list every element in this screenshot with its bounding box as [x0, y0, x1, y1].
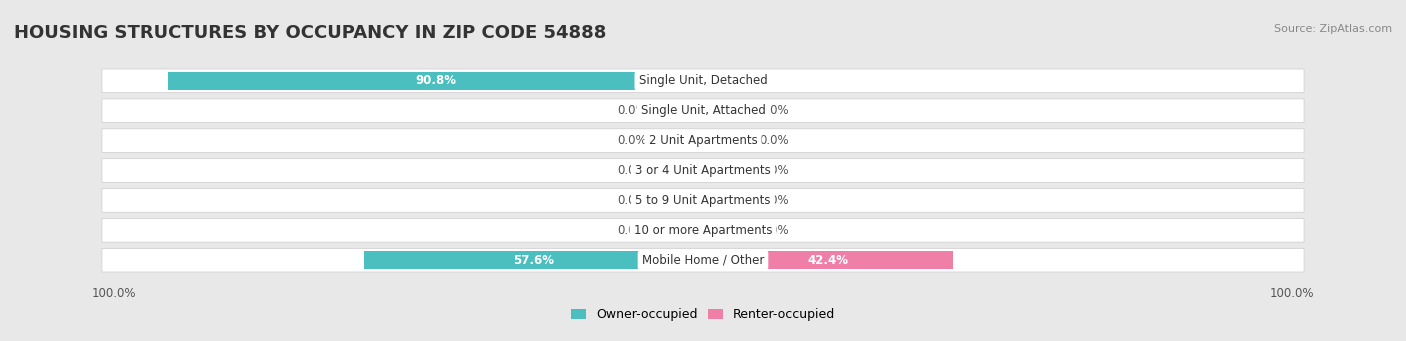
Text: 2 Unit Apartments: 2 Unit Apartments	[648, 134, 758, 147]
Text: Mobile Home / Other: Mobile Home / Other	[641, 254, 765, 267]
FancyBboxPatch shape	[103, 69, 1303, 93]
FancyBboxPatch shape	[103, 129, 1303, 152]
Text: 0.0%: 0.0%	[759, 104, 789, 117]
Text: 57.6%: 57.6%	[513, 254, 554, 267]
Legend: Owner-occupied, Renter-occupied: Owner-occupied, Renter-occupied	[571, 308, 835, 321]
Bar	[703, 191, 751, 210]
Bar	[703, 72, 758, 90]
Text: 9.2%: 9.2%	[714, 74, 747, 87]
Bar	[703, 131, 751, 150]
Text: 0.0%: 0.0%	[617, 134, 647, 147]
Text: Single Unit, Attached: Single Unit, Attached	[641, 104, 765, 117]
Bar	[655, 221, 703, 240]
Bar	[364, 251, 703, 269]
Text: 0.0%: 0.0%	[617, 194, 647, 207]
Text: 0.0%: 0.0%	[617, 104, 647, 117]
Text: 0.0%: 0.0%	[759, 224, 789, 237]
Text: 0.0%: 0.0%	[759, 134, 789, 147]
FancyBboxPatch shape	[103, 189, 1303, 212]
Text: 10 or more Apartments: 10 or more Apartments	[634, 224, 772, 237]
Text: HOUSING STRUCTURES BY OCCUPANCY IN ZIP CODE 54888: HOUSING STRUCTURES BY OCCUPANCY IN ZIP C…	[14, 24, 606, 42]
FancyBboxPatch shape	[103, 248, 1303, 272]
Bar	[703, 251, 953, 269]
Text: 0.0%: 0.0%	[617, 164, 647, 177]
Text: 0.0%: 0.0%	[759, 164, 789, 177]
Text: 0.0%: 0.0%	[617, 224, 647, 237]
Bar	[655, 191, 703, 210]
Bar	[703, 101, 751, 120]
Bar	[655, 101, 703, 120]
Text: 3 or 4 Unit Apartments: 3 or 4 Unit Apartments	[636, 164, 770, 177]
Text: 90.8%: 90.8%	[415, 74, 456, 87]
FancyBboxPatch shape	[103, 159, 1303, 182]
Text: Single Unit, Detached: Single Unit, Detached	[638, 74, 768, 87]
Bar	[703, 221, 751, 240]
Bar	[703, 161, 751, 180]
Bar	[655, 131, 703, 150]
Text: 0.0%: 0.0%	[759, 194, 789, 207]
Bar	[655, 161, 703, 180]
Text: 42.4%: 42.4%	[807, 254, 848, 267]
Text: Source: ZipAtlas.com: Source: ZipAtlas.com	[1274, 24, 1392, 34]
FancyBboxPatch shape	[103, 219, 1303, 242]
Text: 5 to 9 Unit Apartments: 5 to 9 Unit Apartments	[636, 194, 770, 207]
FancyBboxPatch shape	[103, 99, 1303, 122]
Bar	[169, 72, 703, 90]
